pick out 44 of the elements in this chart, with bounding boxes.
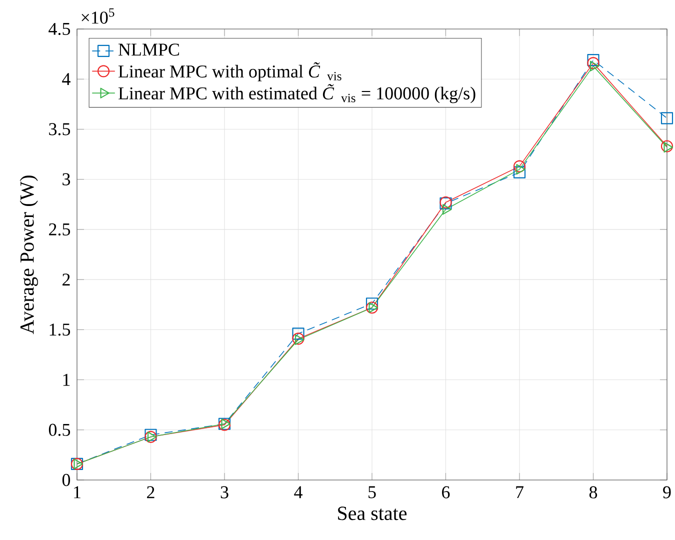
point bbox=[513, 160, 526, 172]
point bbox=[442, 204, 452, 215]
y-tick-label: 0 bbox=[62, 474, 70, 486]
point bbox=[587, 54, 600, 66]
legend-label: NLMPC bbox=[118, 44, 179, 56]
x-tick-label: 1 bbox=[74, 486, 80, 498]
y-tick-label: 3 bbox=[62, 173, 70, 186]
point bbox=[660, 140, 674, 152]
y-tick-label: 0.5 bbox=[48, 424, 70, 436]
x-tick-label: 2 bbox=[147, 486, 154, 498]
point bbox=[294, 334, 304, 345]
point bbox=[516, 164, 526, 175]
y-tick-label: 4.5 bbox=[48, 22, 70, 36]
point bbox=[590, 60, 600, 72]
x-tick-label: 7 bbox=[516, 486, 524, 498]
x-tick-label: 8 bbox=[589, 486, 598, 498]
point bbox=[368, 302, 378, 313]
legend-label: Linear MPC with optimal C̃$_{vis}$ bbox=[118, 62, 342, 82]
x-axis-title: Sea state bbox=[338, 506, 407, 520]
point bbox=[366, 298, 378, 310]
x-tick-label: 5 bbox=[368, 486, 376, 498]
x-tick-label: 3 bbox=[220, 486, 228, 498]
y-tick-label: 1 bbox=[63, 374, 70, 386]
point bbox=[292, 328, 304, 340]
x-tick-label: 6 bbox=[442, 486, 450, 498]
point bbox=[221, 418, 231, 430]
point bbox=[587, 57, 600, 70]
x-tick-label: 4 bbox=[294, 486, 302, 498]
x-tick-label: 9 bbox=[663, 486, 671, 498]
y-tick-label: 3.5 bbox=[49, 123, 70, 136]
y-axis-title: Average Power (W) bbox=[20, 176, 38, 334]
legend-label: Linear MPC with estimated C̃$_{vis}$ = 100000 (kg/s) bbox=[118, 84, 476, 104]
y-tick-label: 4 bbox=[62, 73, 70, 86]
point bbox=[660, 112, 674, 124]
point bbox=[664, 142, 674, 153]
y-tick-label: 2.5 bbox=[49, 223, 70, 236]
point bbox=[513, 166, 526, 178]
point bbox=[74, 458, 84, 470]
point bbox=[366, 302, 378, 314]
text: ×10$^{5}$ bbox=[82, 8, 114, 24]
point bbox=[292, 332, 304, 345]
y-tick-label: 2 bbox=[62, 274, 70, 286]
y-tick-label: 1.5 bbox=[50, 324, 70, 336]
point bbox=[147, 432, 157, 442]
